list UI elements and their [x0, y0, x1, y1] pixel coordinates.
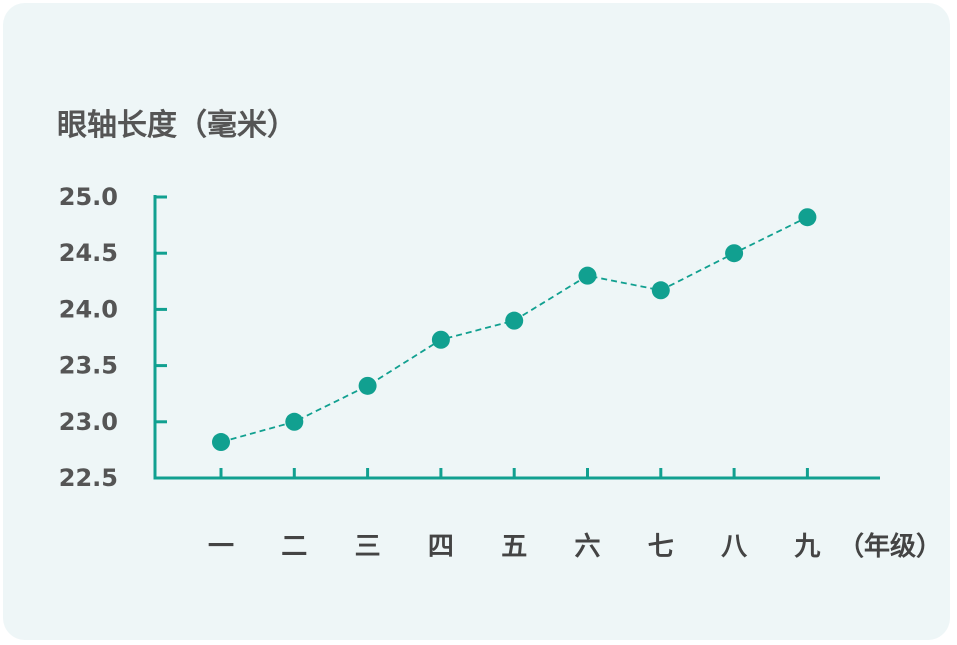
x-tick-label: 二 [281, 532, 307, 562]
data-point [651, 281, 670, 300]
x-tick-label: 一 [208, 532, 234, 562]
x-tick-label: 九 [793, 532, 820, 562]
x-tick-label: 五 [501, 532, 527, 562]
x-tick-label: 四 [428, 532, 454, 562]
data-point [578, 266, 597, 285]
x-tick-label: 六 [574, 532, 600, 562]
y-tick-label: 22.5 [59, 464, 118, 492]
x-tick-label: 八 [721, 532, 748, 562]
x-axis-label: （年级） [838, 531, 942, 562]
axes [153, 195, 880, 480]
x-tick-label: 七 [648, 532, 674, 562]
data-point [798, 208, 817, 227]
y-tick-label: 25.0 [59, 183, 118, 211]
y-tick-label: 23.5 [59, 352, 118, 380]
data-point [358, 376, 377, 395]
y-tick-label: 24.0 [59, 295, 118, 323]
data-points [212, 208, 817, 452]
data-point [725, 244, 744, 263]
x-tick-label: 三 [355, 532, 381, 562]
y-axis-label: 眼轴长度（毫米） [57, 108, 297, 143]
y-axis-ticks: 22.5 23.0 23.5 24.0 24.5 25.0 [59, 183, 167, 492]
x-axis-ticks: 一二三四五六七八九 [208, 468, 820, 562]
y-tick-label: 24.5 [59, 239, 118, 267]
data-point [505, 311, 524, 330]
data-point [431, 330, 450, 349]
data-point [285, 412, 304, 431]
y-tick-label: 23.0 [59, 408, 118, 436]
chart-card [3, 3, 950, 640]
data-point [212, 433, 230, 452]
